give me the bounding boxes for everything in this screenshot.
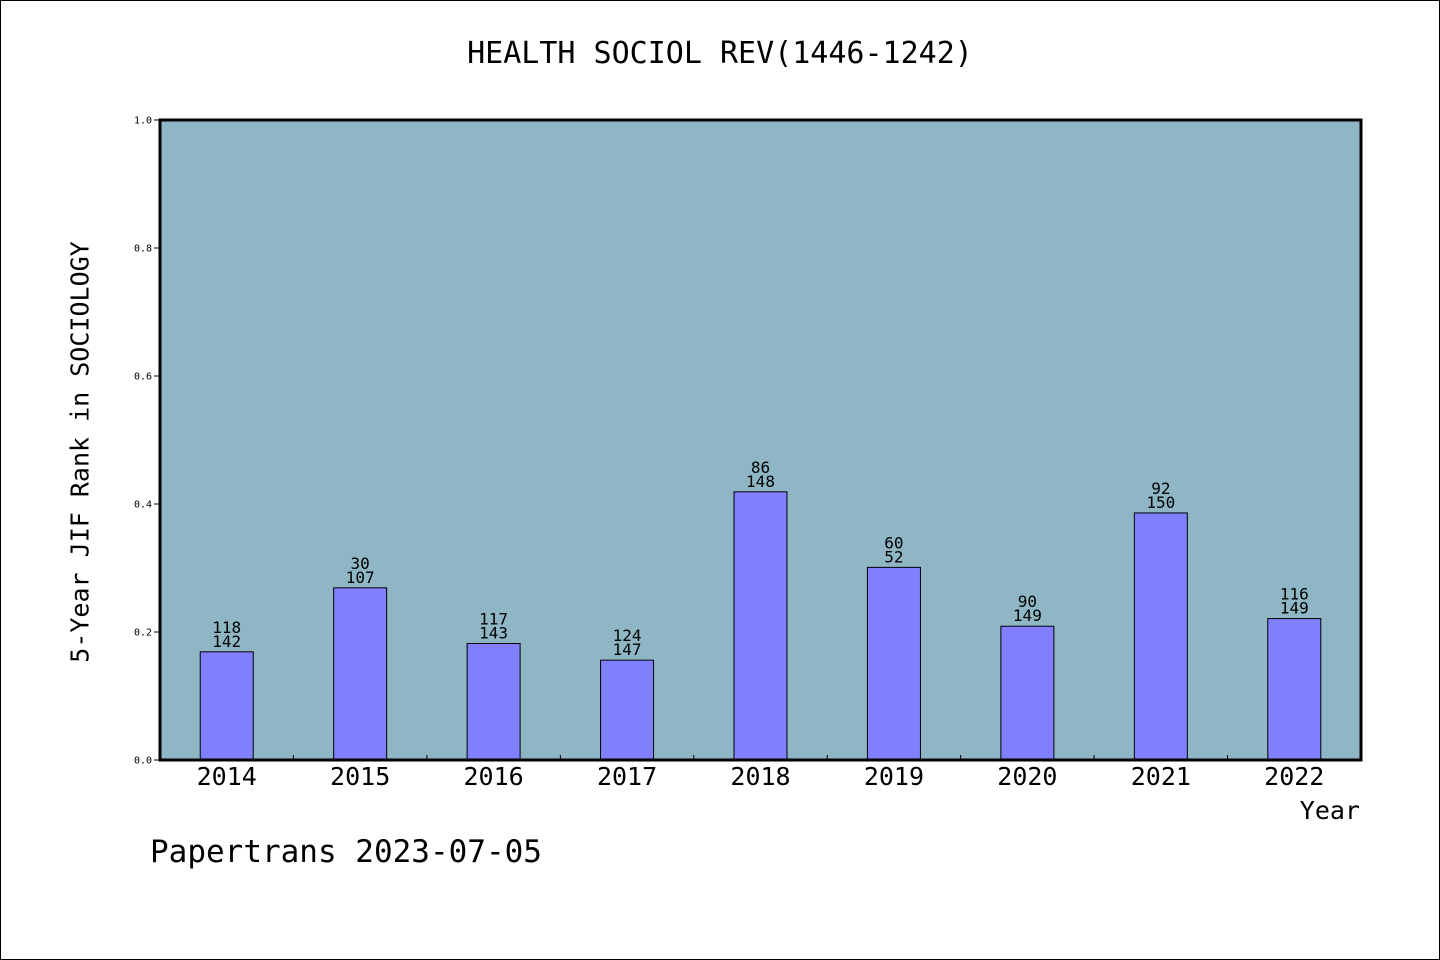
y-tick-label: 0.0 <box>134 756 152 767</box>
x-tick-label: 2017 <box>597 762 657 791</box>
y-tick-label: 0.8 <box>134 244 152 255</box>
bar-label-total: 148 <box>746 472 775 491</box>
bar-2014 <box>199 651 254 761</box>
y-tick-label: 0.6 <box>134 372 152 383</box>
bar-label-total: 149 <box>1013 606 1042 625</box>
x-tick-label: 2019 <box>864 762 924 791</box>
bar-label-rank: 90 <box>1018 592 1037 611</box>
bar-label-rank: 124 <box>613 626 642 645</box>
x-tick-label: 2016 <box>464 762 524 791</box>
bar-label-total: 52 <box>884 547 903 566</box>
y-tick-label: 0.4 <box>134 500 152 511</box>
x-tick-label: 2014 <box>197 762 257 791</box>
bar-2021 <box>1133 512 1188 761</box>
chart-title: HEALTH SOCIOL REV(1446-1242) <box>467 36 973 71</box>
bar-label-rank: 92 <box>1151 479 1170 498</box>
bar-label-rank: 30 <box>351 554 370 573</box>
bar-2018 <box>733 491 788 761</box>
x-tick-label: 2021 <box>1131 762 1191 791</box>
y-tick-label: 0.2 <box>134 628 152 639</box>
footer-stamp: Papertrans 2023-07-05 <box>150 834 542 870</box>
x-axis-label: Year <box>1299 796 1360 825</box>
x-tick-label: 2020 <box>997 762 1057 791</box>
bar-label-rank: 118 <box>212 618 241 637</box>
x-tick-label: 2018 <box>730 762 790 791</box>
bar-label-total: 142 <box>212 632 241 651</box>
bar-label-rank: 117 <box>479 610 508 629</box>
bar-label-total: 107 <box>346 568 375 587</box>
y-tick-label: 1.0 <box>134 116 152 127</box>
bar-label-total: 147 <box>613 640 642 659</box>
x-tick-label: 2015 <box>330 762 390 791</box>
x-tick-label: 2022 <box>1264 762 1324 791</box>
bar-2015 <box>333 587 388 761</box>
bar-label-rank: 60 <box>884 533 903 552</box>
bar-label-rank: 116 <box>1280 585 1309 604</box>
bar-2022 <box>1267 618 1322 761</box>
bar-label-total: 149 <box>1280 599 1309 618</box>
plot-border <box>158 118 1363 762</box>
bar-2019 <box>866 566 921 761</box>
bar-label-total: 150 <box>1146 493 1175 512</box>
bar-2016 <box>466 643 521 761</box>
bar-label-rank: 86 <box>751 458 770 477</box>
bar-label-total: 143 <box>479 624 508 643</box>
bar-2017 <box>600 659 655 761</box>
bar-2020 <box>1000 625 1055 761</box>
